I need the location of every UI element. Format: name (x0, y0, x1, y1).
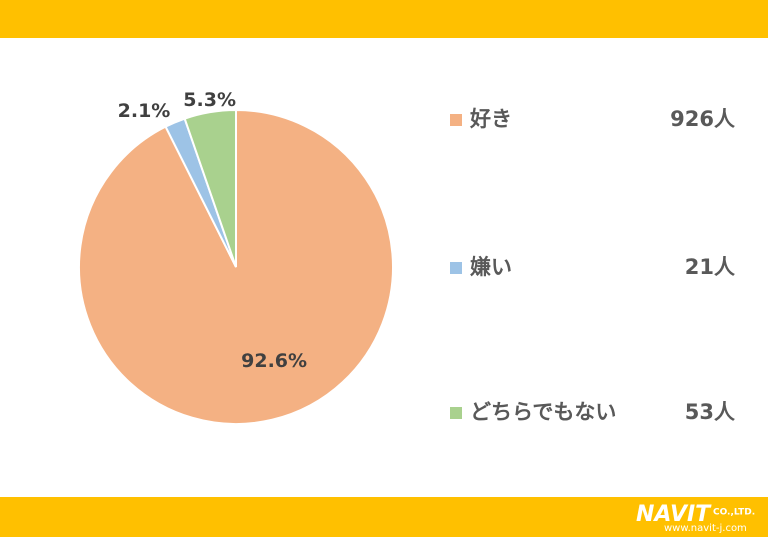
legend-swatch (450, 407, 462, 419)
legend-swatch (450, 262, 462, 274)
header-bar (0, 0, 768, 38)
count-label: 53人 (685, 400, 735, 424)
footer-bar (0, 497, 768, 537)
url: www.navit-j.com (664, 523, 747, 534)
legend-label: 嫌い (470, 255, 512, 279)
data-label: 2.1% (118, 100, 171, 122)
legend-label: どちらでもない (470, 400, 616, 424)
legend-label: 好き (469, 107, 512, 131)
company: CO.,LTD. (713, 508, 755, 518)
data-label: 5.3% (183, 89, 236, 111)
count-label: 21人 (685, 255, 735, 279)
legend-swatch (450, 114, 462, 126)
pie-slice (183, 108, 237, 268)
count-label: 926人 (670, 107, 735, 131)
data-label: 92.6% (241, 350, 307, 372)
logo: NAVIT (636, 502, 712, 527)
